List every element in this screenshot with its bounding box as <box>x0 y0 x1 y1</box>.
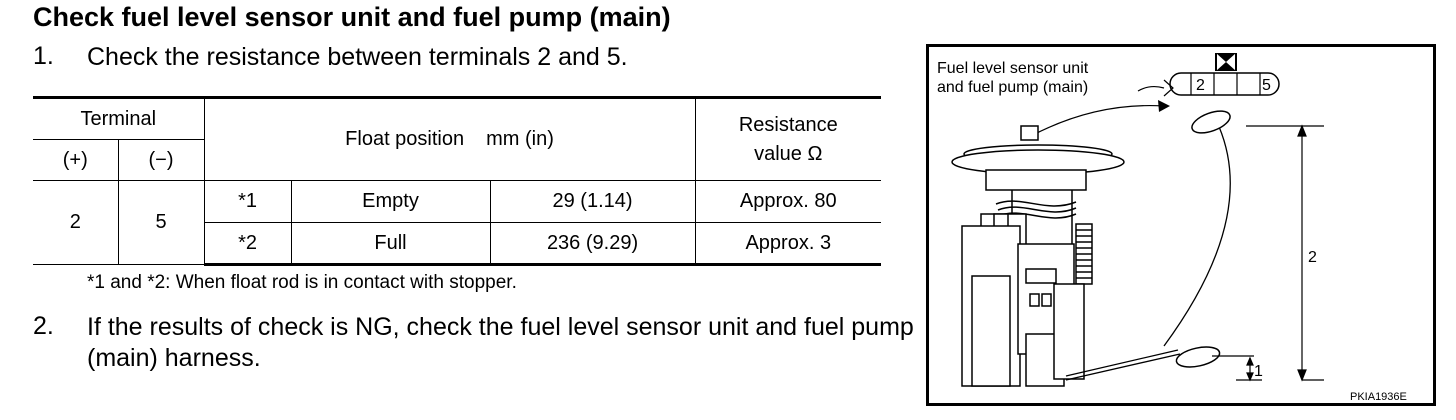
header-terminal-plus: (+) <box>33 139 119 181</box>
header-resistance-line1: Resistance <box>738 113 838 136</box>
cell-mark: *2 <box>204 222 292 266</box>
header-float-unit: mm (in) <box>486 128 554 150</box>
label-leader-line <box>1137 85 1165 92</box>
cell-state: Full <box>290 222 491 266</box>
float-arm <box>1065 119 1231 381</box>
cell-resistance: Approx. 80 <box>694 180 882 223</box>
float-upper-position <box>1191 110 1231 134</box>
cell-terminal-minus: 5 <box>117 180 205 265</box>
connector-symbol: 2 5 <box>1169 53 1280 96</box>
dimension-2 <box>1246 124 1324 382</box>
figure-code: PKIA1936E <box>1350 391 1407 403</box>
header-terminal: Terminal <box>33 96 205 140</box>
pump-to-connector-arrow <box>1030 104 1165 137</box>
step-1-text: Check the resistance between terminals 2… <box>87 43 628 71</box>
cell-terminal-plus: 2 <box>33 180 119 265</box>
arrow-head-icon <box>1158 100 1170 112</box>
resistance-spec-table: Terminal Float position mm (in) Resistanc… <box>33 96 882 266</box>
fuel-pump-assembly <box>951 125 1125 387</box>
header-resistance-line2: value Ω <box>754 142 823 165</box>
cell-position: 29 (1.14) <box>489 180 696 223</box>
cell-resistance: Approx. 3 <box>694 222 882 266</box>
dimension-1-label: 1 <box>1254 363 1263 380</box>
step-1-number: 1. <box>33 42 54 70</box>
header-terminal-minus: (−) <box>117 139 205 181</box>
fuel-pump-diagram: Fuel level sensor unit and fuel pump (ma… <box>926 44 1436 406</box>
header-resistance: Resistance value Ω <box>694 96 882 181</box>
table-footnote: *1 and *2: When float rod is in contact … <box>87 272 517 293</box>
dimension-1 <box>1212 355 1262 382</box>
step-2-number: 2. <box>33 312 54 340</box>
cell-mark: *1 <box>203 180 292 223</box>
diagram-label-line2: and fuel pump (main) <box>937 79 1088 96</box>
header-float-position-label: Float position <box>345 128 465 150</box>
header-float-position: Float position mm (in) <box>203 96 696 181</box>
connector-terminal-2: 2 <box>1196 77 1205 94</box>
cell-position: 236 (9.29) <box>489 222 696 266</box>
float-lower-position <box>1175 346 1221 368</box>
diagram-label-line1: Fuel level sensor unit <box>937 60 1089 77</box>
cell-state: Empty <box>290 180 491 223</box>
step-2-text: If the results of check is NG, check the… <box>87 313 914 372</box>
dimension-2-label: 2 <box>1308 249 1317 266</box>
page-title: Check fuel level sensor unit and fuel pu… <box>33 2 671 32</box>
connector-terminal-5: 5 <box>1262 77 1271 94</box>
label-arrow-icon <box>1163 79 1174 97</box>
